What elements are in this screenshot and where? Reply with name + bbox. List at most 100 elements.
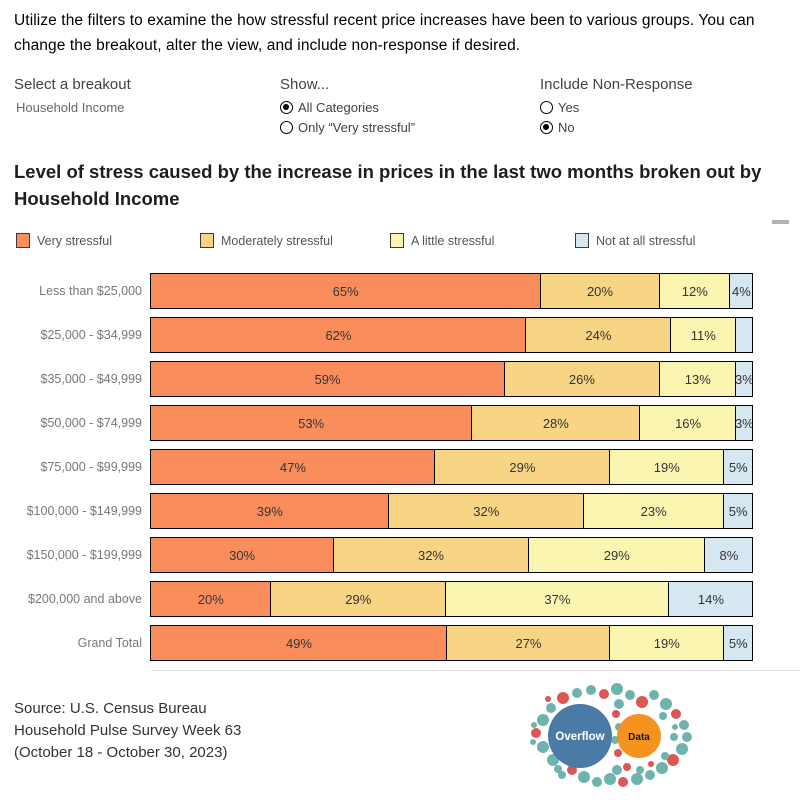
overflow-data-logo: Overflow Data xyxy=(530,683,692,787)
bar-segment[interactable]: 14% xyxy=(668,581,754,617)
bar-segment[interactable]: 5% xyxy=(722,493,754,529)
bar-segment[interactable]: 24% xyxy=(525,317,672,353)
bar-segment-label: 29% xyxy=(345,591,372,607)
stacked-bar: 59% 26% 13% 3% xyxy=(150,361,758,397)
bar-segment[interactable]: 12% xyxy=(658,273,731,309)
bar-segment[interactable]: 26% xyxy=(503,361,661,397)
chart-row: $150,000 - $199,999 30% 32% 29% 8% xyxy=(0,537,800,573)
legend-item[interactable]: Moderately stressful xyxy=(200,233,333,248)
radio-button-icon[interactable] xyxy=(540,121,553,134)
bar-segment[interactable]: 4% xyxy=(729,273,754,309)
logo-dot-cluster xyxy=(530,683,692,787)
bar-segment[interactable]: 32% xyxy=(332,537,530,573)
bar-segment[interactable]: 3% xyxy=(735,405,754,441)
row-label: $25,000 - $34,999 xyxy=(40,328,142,342)
legend-label: Not at all stressful xyxy=(596,233,696,248)
bar-segment-label: 3% xyxy=(735,371,754,387)
bar-segment-label: 12% xyxy=(681,283,708,299)
source-line: Source: U.S. Census Bureau xyxy=(14,700,207,717)
nonresponse-option-no[interactable]: No xyxy=(540,120,693,135)
chart-row: $50,000 - $74,999 53% 28% 16% 3% xyxy=(0,405,800,441)
bar-segment[interactable]: 62% xyxy=(150,317,527,353)
bar-segment[interactable]: 19% xyxy=(609,449,725,485)
bar-segment[interactable]: 59% xyxy=(150,361,506,397)
radio-button-icon[interactable] xyxy=(280,121,293,134)
bar-segment[interactable]: 39% xyxy=(150,493,390,529)
chart-row: $25,000 - $34,999 62% 24% 11% xyxy=(0,317,800,353)
bar-segment-label: 20% xyxy=(197,591,224,607)
chart-row: Grand Total 49% 27% 19% 5% xyxy=(0,625,800,661)
bar-segment-label: 5% xyxy=(728,635,748,651)
bar-segment[interactable]: 19% xyxy=(609,625,725,661)
legend-item[interactable]: Not at all stressful xyxy=(575,233,695,248)
bar-segment[interactable]: 23% xyxy=(583,493,725,529)
stacked-bar: 39% 32% 23% 5% xyxy=(150,493,758,529)
bar-segment-label: 62% xyxy=(325,327,352,343)
bar-segment[interactable]: 30% xyxy=(150,537,335,573)
row-label: $35,000 - $49,999 xyxy=(40,372,142,386)
bar-segment-label: 14% xyxy=(697,591,724,607)
bar-segment-label: 32% xyxy=(473,503,500,519)
radio-option-label: All Categories xyxy=(298,100,379,115)
bar-segment[interactable]: 20% xyxy=(150,581,272,617)
bar-segment[interactable]: 8% xyxy=(704,537,754,573)
bar-segment[interactable]: 13% xyxy=(658,361,737,397)
bar-segment-label: 59% xyxy=(314,371,341,387)
bar-segment-label: 30% xyxy=(229,547,256,563)
bar-segment[interactable]: 29% xyxy=(434,449,611,485)
nonresponse-filter-label: Include Non-Response xyxy=(540,76,693,93)
bar-segment[interactable]: 20% xyxy=(539,273,661,309)
bar-segment-label: 49% xyxy=(285,635,312,651)
bar-segment[interactable]: 3% xyxy=(735,361,754,397)
legend-item[interactable]: A little stressful xyxy=(390,233,494,248)
bar-segment[interactable]: 29% xyxy=(527,537,706,573)
bar-segment-label: 4% xyxy=(732,283,751,299)
breakout-filter: Select a breakout Household Income xyxy=(14,76,131,115)
show-option-very[interactable]: Only “Very stressful” xyxy=(280,120,415,135)
bar-segment-label: 20% xyxy=(586,283,613,299)
bar-segment[interactable]: 11% xyxy=(669,317,737,353)
breakout-select[interactable]: Household Income xyxy=(16,100,125,115)
bar-segment-label: 5% xyxy=(728,459,748,475)
bar-segment-label: 11% xyxy=(690,327,716,343)
stacked-bar: 65% 20% 12% 4% xyxy=(150,273,758,309)
bar-segment-label: 27% xyxy=(515,635,542,651)
bar-segment[interactable]: 5% xyxy=(723,625,754,661)
radio-option-label: No xyxy=(558,120,575,135)
show-option-all[interactable]: All Categories xyxy=(280,100,415,115)
bar-segment[interactable]: 29% xyxy=(270,581,447,617)
bar-segment-label: 26% xyxy=(568,371,595,387)
row-label: Less than $25,000 xyxy=(39,284,142,298)
nonresponse-option-yes[interactable]: Yes xyxy=(540,100,693,115)
legend-item[interactable]: Very stressful xyxy=(16,233,112,248)
bar-segment[interactable] xyxy=(735,317,754,353)
bar-segment[interactable]: 28% xyxy=(470,405,641,441)
bar-segment[interactable]: 47% xyxy=(150,449,436,485)
bar-segment-label: 23% xyxy=(640,503,667,519)
chart-legend: Very stressful Moderately stressful A litt… xyxy=(0,233,800,251)
chart-row: $200,000 and above 20% 29% 37% 14% xyxy=(0,581,800,617)
bar-segment[interactable]: 37% xyxy=(444,581,670,617)
bar-segment[interactable]: 49% xyxy=(150,625,448,661)
bar-segment-label: 37% xyxy=(544,591,571,607)
stacked-bar: 47% 29% 19% 5% xyxy=(150,449,758,485)
source-note: Source: U.S. Census Bureau Household Pul… xyxy=(14,698,241,764)
row-label: Grand Total xyxy=(77,636,142,650)
logo-overflow-label: Overflow xyxy=(555,731,604,743)
bar-segment[interactable]: 16% xyxy=(639,405,737,441)
legend-label: Very stressful xyxy=(37,233,113,248)
bar-segment[interactable]: 53% xyxy=(150,405,473,441)
chart-row: Less than $25,000 65% 20% 12% 4% xyxy=(0,273,800,309)
bar-segment[interactable]: 65% xyxy=(150,273,542,309)
radio-button-icon[interactable] xyxy=(540,101,553,114)
bar-segment-label: 5% xyxy=(728,503,748,519)
bar-segment-label: 16% xyxy=(675,415,702,431)
bar-segment[interactable]: 5% xyxy=(723,449,754,485)
bar-segment-label: 19% xyxy=(653,635,680,651)
radio-option-label: Only “Very stressful” xyxy=(298,120,416,135)
legend-label: Moderately stressful xyxy=(221,233,333,248)
bar-segment[interactable]: 32% xyxy=(388,493,585,529)
bar-segment[interactable]: 27% xyxy=(446,625,611,661)
radio-button-icon[interactable] xyxy=(280,101,293,114)
row-label: $75,000 - $99,999 xyxy=(40,460,142,474)
